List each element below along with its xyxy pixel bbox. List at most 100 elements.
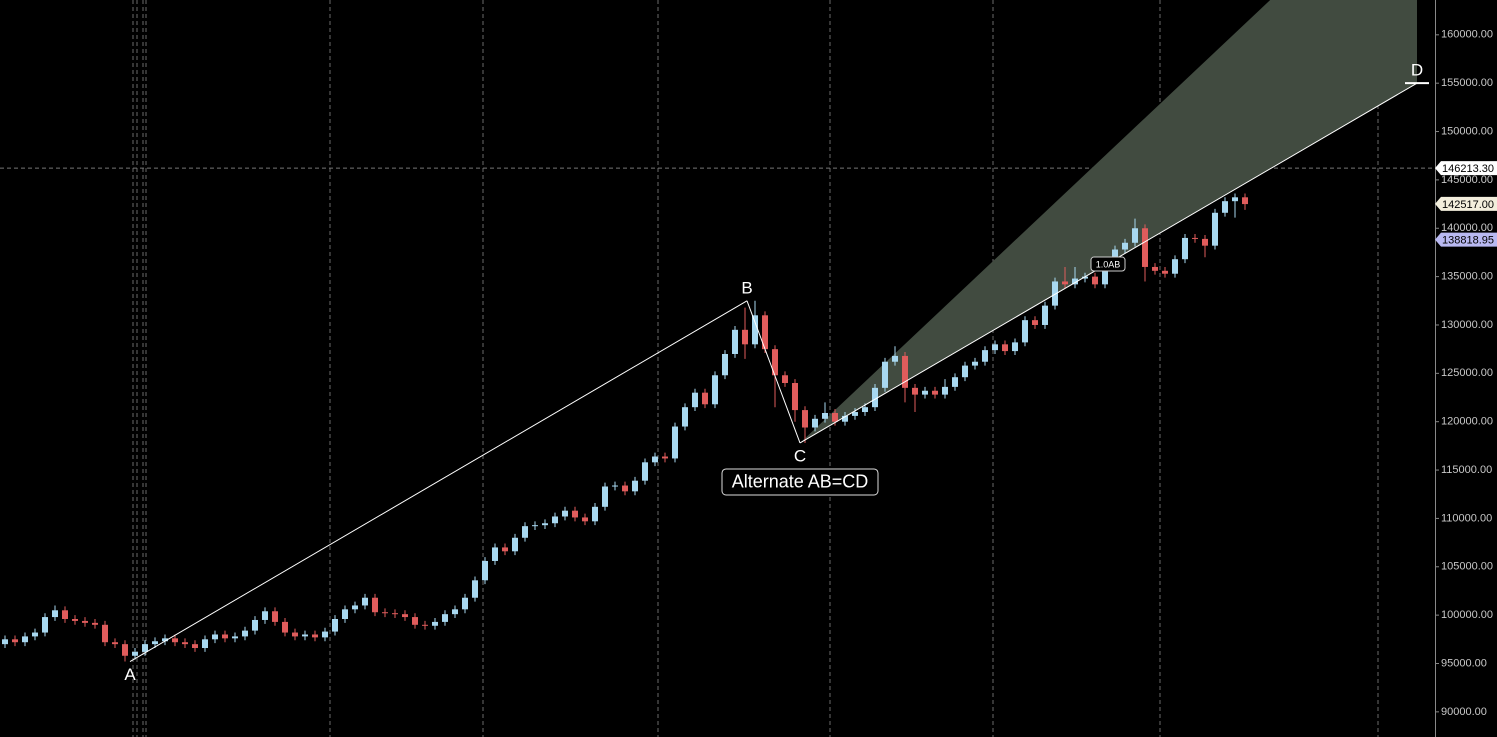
candle-body	[502, 547, 508, 552]
candle-body	[992, 344, 998, 351]
candle-body	[752, 315, 758, 345]
candle-body	[802, 410, 808, 428]
candle-body	[242, 630, 248, 637]
candle-body	[1142, 228, 1148, 267]
candle-body	[1152, 266, 1158, 271]
pattern-point-label: C	[794, 446, 806, 465]
candle-body	[682, 407, 688, 427]
candle-body	[1172, 259, 1178, 274]
candle-body	[1222, 201, 1228, 213]
candle-body	[812, 418, 818, 428]
candle-body	[352, 605, 358, 610]
price-tag	[1435, 161, 1497, 176]
candle-body	[1032, 320, 1038, 325]
candle-body	[152, 641, 158, 645]
candle-body	[62, 610, 68, 620]
candle-body	[442, 614, 448, 622]
y-tick-label: 110000.00	[1441, 512, 1492, 524]
candle-body	[272, 611, 278, 622]
candle-body	[122, 644, 128, 656]
candle-body	[1182, 237, 1188, 260]
candle-body	[1092, 276, 1098, 285]
candle-body	[232, 636, 238, 639]
candle-body	[782, 375, 788, 384]
chart-title: Alternate AB=CD	[732, 472, 869, 492]
candle-body	[932, 390, 938, 395]
candle-body	[102, 624, 108, 643]
price-tag	[1435, 232, 1497, 247]
candle-body	[1042, 305, 1048, 325]
candle-body	[482, 560, 488, 581]
candle-body	[562, 510, 568, 517]
candle-body	[342, 609, 348, 620]
candle-body	[1192, 237, 1198, 239]
candle-body	[462, 597, 468, 610]
candle-body	[892, 355, 898, 362]
candle-body	[642, 462, 648, 481]
candle-body	[172, 638, 178, 643]
y-tick-label: 150000.00	[1441, 125, 1493, 137]
candle-body	[292, 632, 298, 637]
plot-area	[0, 0, 1435, 662]
pattern-line	[746, 300, 801, 444]
candle-body	[212, 634, 218, 640]
candle-body	[72, 619, 78, 621]
y-tick-label: 135000.00	[1441, 271, 1493, 283]
price-tag-label: 146213.30	[1442, 163, 1494, 175]
candle-body	[732, 329, 738, 354]
candle-body	[142, 644, 148, 652]
candle-body	[592, 506, 598, 522]
candle-body	[382, 612, 388, 614]
candle-body	[692, 392, 698, 408]
candle-body	[492, 547, 498, 561]
candle-body	[832, 412, 838, 422]
candle-body	[222, 634, 228, 639]
y-tick-label: 130000.00	[1441, 319, 1493, 331]
candle-body	[362, 597, 368, 606]
candle-body	[772, 349, 778, 376]
y-tick-label: 95000.00	[1441, 657, 1487, 669]
candle-body	[712, 375, 718, 405]
candle-body	[612, 485, 618, 487]
candle-body	[1132, 228, 1138, 243]
candle-body	[1082, 276, 1088, 279]
candle-body	[852, 412, 858, 416]
candle-body	[32, 632, 38, 637]
candle-body	[552, 516, 558, 524]
candle-body	[412, 617, 418, 625]
candle-body	[742, 329, 748, 345]
candle-body	[92, 622, 98, 625]
candle-body	[962, 365, 968, 378]
candle-body	[82, 620, 88, 623]
ratio-box	[1090, 256, 1126, 272]
candle-body	[922, 390, 928, 395]
candle-body	[862, 407, 868, 413]
candle-body	[702, 392, 708, 405]
candle-body	[1072, 278, 1078, 285]
candle-body	[912, 387, 918, 395]
candle-body	[762, 315, 768, 350]
candle-body	[1012, 342, 1018, 352]
y-tick-label: 115000.00	[1441, 464, 1492, 476]
candle-body	[12, 639, 18, 643]
candle-body	[792, 383, 798, 411]
candle-body	[1052, 281, 1058, 306]
candle-body	[882, 361, 888, 388]
y-tick-label: 90000.00	[1441, 706, 1487, 718]
pattern-point-label: A	[124, 665, 136, 684]
candle-body	[42, 617, 48, 633]
candle-body	[982, 350, 988, 362]
title-box	[721, 468, 879, 496]
pattern-point-label: D	[1411, 61, 1423, 80]
candle-body	[282, 621, 288, 633]
candle-body	[1062, 281, 1068, 285]
candle-body	[52, 610, 58, 618]
candle-body	[112, 642, 118, 645]
candle-body	[522, 526, 528, 538]
candle-body	[972, 361, 978, 366]
y-tick-label: 155000.00	[1441, 77, 1493, 89]
candle-body	[1002, 344, 1008, 352]
price-tag	[1435, 196, 1497, 211]
candle-body	[192, 644, 198, 649]
